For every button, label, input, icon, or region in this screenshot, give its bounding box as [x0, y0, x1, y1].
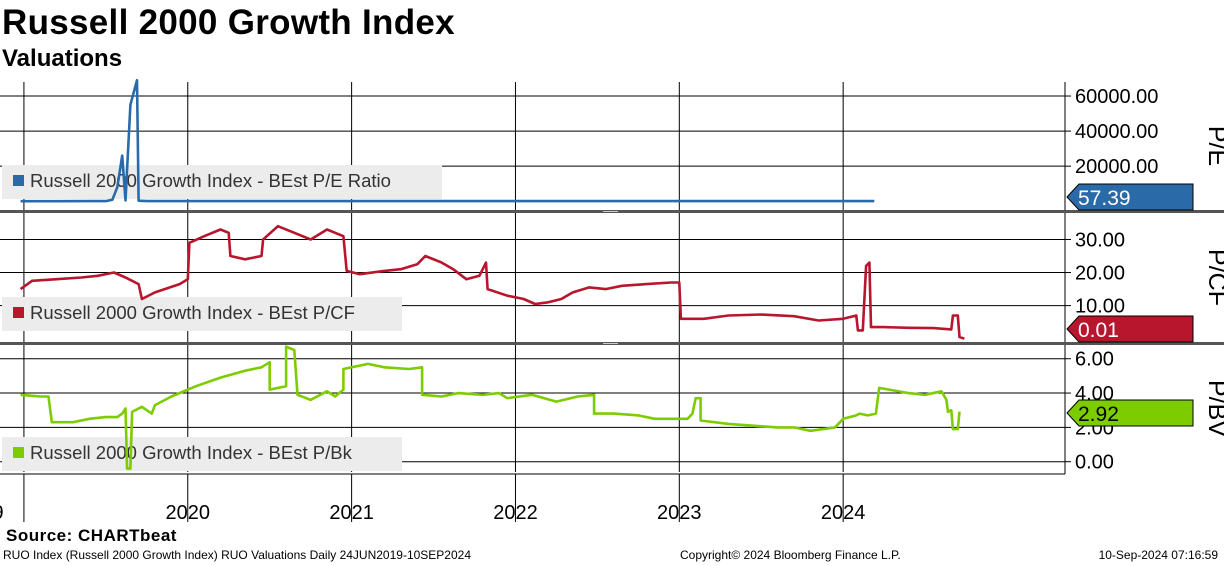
- footer-copyright: Copyright© 2024 Bloomberg Finance L.P.: [680, 548, 901, 562]
- legend-label: Russell 2000 Growth Index - BEst P/E Rat…: [30, 170, 391, 191]
- last-value-tag: [1066, 315, 1194, 343]
- last-value-label: 0.01: [1078, 319, 1119, 342]
- pcf-series-line: [19, 224, 965, 340]
- legend-swatch: [13, 175, 24, 186]
- y-axis-title: P/E: [1203, 126, 1224, 166]
- footer-timestamp: 10-Sep-2024 07:16:59: [1098, 548, 1218, 562]
- pbv-series-line: [20, 345, 961, 470]
- y-axis-title: P/BV: [1203, 380, 1224, 437]
- y-tick-label: 20.00: [1075, 263, 1125, 285]
- last-value-tag: [1066, 183, 1194, 211]
- legend-box: [2, 437, 402, 471]
- pe-series-line: [20, 78, 875, 203]
- x-tick-label: 2019: [0, 502, 4, 524]
- chart-title: Russell 2000 Growth Index: [2, 3, 455, 42]
- y-tick-label: 10.00: [1075, 296, 1125, 318]
- y-tick-label: 30.00: [1075, 229, 1125, 251]
- legend-box: [2, 297, 402, 331]
- source-note: Source: CHARTbeat: [6, 526, 177, 545]
- last-value-label: 2.92: [1078, 403, 1119, 426]
- y-tick-label: 40000.00: [1075, 121, 1158, 143]
- last-value-tag: [1066, 399, 1194, 427]
- y-tick-label: 6.00: [1075, 349, 1114, 371]
- footer-description: RUO Index (Russell 2000 Growth Index) RU…: [3, 548, 472, 562]
- legend-label: Russell 2000 Growth Index - BEst P/CF: [30, 302, 355, 323]
- legend-swatch: [13, 447, 24, 458]
- y-tick-label: 20000.00: [1075, 156, 1158, 178]
- chart-subtitle: Valuations: [2, 45, 123, 72]
- y-axis-title: P/CF: [1203, 249, 1224, 306]
- x-tick-label: 2020: [166, 502, 211, 524]
- legend-swatch: [13, 307, 24, 318]
- x-tick-label: 2023: [657, 502, 702, 524]
- x-tick-label: 2021: [329, 502, 374, 524]
- x-tick-label: 2022: [493, 502, 538, 524]
- y-tick-label: 0.00: [1075, 452, 1114, 474]
- last-value-label: 57.39: [1078, 187, 1131, 210]
- legend-box: [2, 165, 442, 199]
- x-tick-label: 2024: [821, 502, 866, 524]
- legend-label: Russell 2000 Growth Index - BEst P/Bk: [30, 442, 353, 463]
- y-tick-label: 60000.00: [1075, 86, 1158, 108]
